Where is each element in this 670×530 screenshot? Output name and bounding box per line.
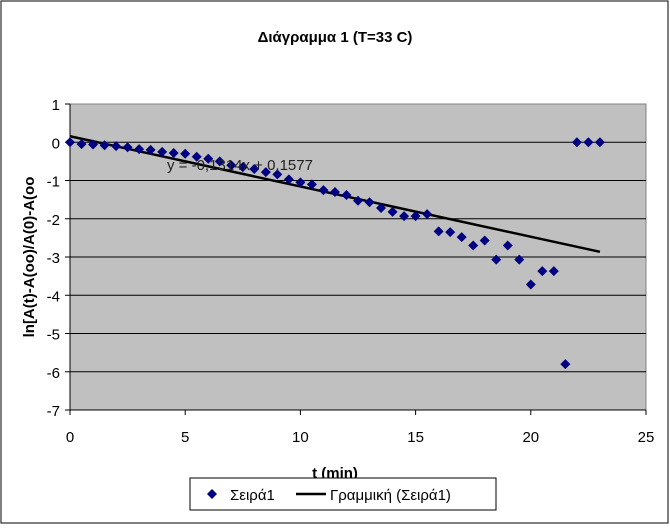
data-point [364, 197, 375, 208]
y-tick-label: -7 [47, 403, 60, 420]
data-point [203, 153, 214, 164]
data-point [410, 211, 421, 222]
data-point [260, 167, 271, 178]
data-point [99, 140, 110, 151]
data-point [191, 151, 202, 162]
data-point [226, 160, 237, 171]
data-point [445, 227, 456, 238]
data-point [537, 266, 548, 277]
x-tick-label: 10 [292, 429, 309, 446]
data-point [329, 186, 340, 197]
data-point [76, 139, 87, 150]
chart-title: Διάγραμμα 1 (T=33 C) [258, 29, 413, 46]
x-tick-label: 15 [407, 429, 424, 446]
data-point [376, 203, 387, 214]
data-point [295, 177, 306, 188]
data-point [306, 179, 317, 190]
data-point [422, 209, 433, 220]
data-point [525, 279, 536, 290]
data-point [387, 206, 398, 217]
data-point [468, 240, 479, 251]
data-point [560, 359, 571, 370]
y-tick-label: -1 [47, 174, 60, 191]
data-point [249, 164, 260, 175]
x-tick-label: 0 [66, 429, 74, 446]
data-point [479, 235, 490, 246]
data-point [283, 174, 294, 185]
data-point [237, 162, 248, 173]
data-point [318, 185, 329, 196]
data-point [433, 226, 444, 237]
data-point [353, 195, 363, 206]
data-point [122, 142, 133, 153]
trendline-equation: y = -0,1314x + 0,1577 [167, 157, 313, 174]
data-point [88, 139, 99, 150]
data-point [491, 254, 502, 265]
data-point [168, 147, 179, 158]
data-point [272, 169, 283, 180]
legend-marker-diamond-icon [207, 489, 217, 499]
y-tick-label: -3 [47, 250, 60, 267]
legend-box [189, 477, 497, 511]
data-point [157, 146, 168, 157]
x-tick-label: 20 [522, 429, 539, 446]
data-point [514, 254, 525, 265]
data-point [341, 190, 352, 201]
legend-trendline-label: Γραμμική (Σειρά1) [330, 487, 451, 504]
data-point [399, 211, 410, 222]
legend-series-label: Σειρά1 [230, 487, 275, 504]
data-point [111, 141, 122, 152]
data-point [214, 156, 225, 167]
data-point [456, 232, 467, 243]
x-tick-label: 5 [181, 429, 189, 446]
y-tick-label: 1 [52, 97, 60, 114]
y-tick-label: -2 [47, 212, 60, 229]
data-point [134, 144, 145, 155]
data-point [502, 240, 513, 251]
legend: Σειρά1 Γραμμική (Σειρά1) [189, 477, 497, 511]
y-axis-label: ln[A(t)-A(oo)/A(0)-A(oo [21, 177, 38, 338]
data-point [583, 137, 594, 148]
data-point [65, 137, 75, 148]
y-tick-label: 0 [52, 135, 60, 152]
data-point [594, 137, 605, 148]
y-tick-label: -5 [47, 327, 60, 344]
data-point [145, 144, 156, 155]
data-point [548, 266, 559, 277]
data-point [180, 148, 191, 159]
y-tick-label: -6 [47, 365, 60, 382]
y-tick-label: -4 [47, 288, 60, 305]
x-tick-label: 25 [638, 429, 655, 446]
data-point [571, 137, 582, 148]
